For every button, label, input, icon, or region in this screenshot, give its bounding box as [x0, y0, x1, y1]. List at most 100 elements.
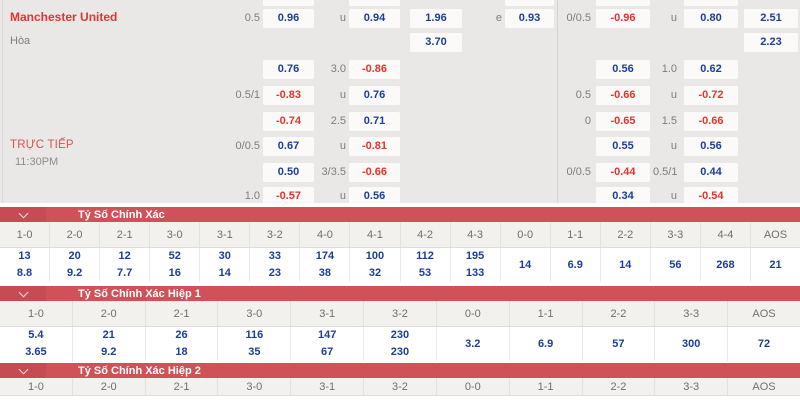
- odds-row: 3.70 2.23: [0, 33, 800, 52]
- line-label: 0: [584, 115, 591, 127]
- score-odds-cell[interactable]: 300: [654, 327, 727, 361]
- odds-box[interactable]: -0.81: [349, 137, 400, 156]
- section-title: Tỷ Số Chính Xác Hiệp 2: [78, 364, 201, 377]
- score-odds-cell[interactable]: 268: [699, 248, 750, 282]
- score-odds-cell[interactable]: 6.9: [549, 248, 600, 282]
- odds-box[interactable]: 0.56: [684, 137, 738, 156]
- score-odds-value: 14: [519, 259, 532, 271]
- score-odds-cell[interactable]: 21 9.2: [71, 327, 145, 361]
- score-odds-value: 147: [317, 329, 337, 341]
- odds-box[interactable]: -0.66: [684, 112, 738, 131]
- collapse-toggle[interactable]: [0, 207, 46, 222]
- score-odds-cell[interactable]: 56: [649, 248, 700, 282]
- odds-box[interactable]: 0.93: [505, 9, 554, 28]
- odds-row: 0/0.5 0.67 u -0.81 0.55 u 0.56: [0, 137, 800, 156]
- odds-box[interactable]: -0.72: [684, 86, 738, 105]
- line-label: 1.0: [661, 63, 677, 75]
- score-odds-row: 13 8.8 20 9.2 12 7.7 52 16 30 14 33 23 174 38 100 32 112…: [0, 248, 800, 282]
- score-column-header: 4-2: [399, 222, 450, 247]
- score-odds-value: 268: [716, 259, 735, 271]
- odds-box[interactable]: -0.74: [263, 112, 314, 131]
- line-label: u: [339, 190, 346, 202]
- odds-box[interactable]: -0.86: [349, 60, 400, 79]
- score-odds-value: 133: [465, 267, 485, 279]
- odds-box[interactable]: -0.83: [263, 86, 314, 105]
- score-odds-cell[interactable]: 52 16: [149, 248, 199, 282]
- score-odds-cell[interactable]: 195 133: [449, 248, 500, 282]
- score-column-header: 3-1: [290, 301, 363, 326]
- score-column-header: 2-2: [581, 301, 655, 326]
- score-odds-cell[interactable]: 174 38: [299, 248, 349, 282]
- odds-box[interactable]: -0.54: [684, 187, 738, 206]
- line-label: u: [670, 140, 677, 152]
- score-odds-value: 12: [118, 250, 131, 262]
- score-column-header: AOS: [749, 222, 800, 247]
- line-label: u: [670, 190, 677, 202]
- score-odds-value: 13: [18, 250, 31, 262]
- score-column-header: 2-1: [144, 378, 218, 395]
- score-odds-cell[interactable]: 116 35: [217, 327, 290, 361]
- odds-box[interactable]: -0.66: [349, 163, 400, 182]
- score-column-header: 3-1: [199, 222, 249, 247]
- kickoff-time: 11:30PM: [15, 156, 59, 168]
- score-odds-cell[interactable]: 6.9: [508, 327, 582, 361]
- collapse-toggle[interactable]: [0, 286, 46, 301]
- odds-box[interactable]: 2.23: [744, 33, 798, 52]
- section-header-bar[interactable]: Tỷ Số Chính Xác Hiệp 1: [0, 286, 800, 301]
- score-odds-cell[interactable]: 5.4 3.65: [0, 327, 72, 361]
- score-odds-cell[interactable]: 12 7.7: [99, 248, 149, 282]
- odds-box[interactable]: 0.80: [684, 9, 738, 28]
- odds-row: 1.0 -0.57 u 0.56 0.34 u -0.54: [0, 187, 800, 206]
- score-odds-cell[interactable]: 112 53: [399, 248, 450, 282]
- score-odds-cell[interactable]: 13 8.8: [0, 248, 49, 282]
- odds-box[interactable]: 3.70: [410, 33, 462, 52]
- score-odds-cell[interactable]: 21: [749, 248, 800, 282]
- odds-box[interactable]: -0.66: [596, 86, 650, 105]
- score-odds-cell[interactable]: 230 230: [363, 327, 436, 361]
- score-odds-cell[interactable]: 30 14: [199, 248, 249, 282]
- line-label: 0/0.5: [235, 140, 260, 152]
- odds-box[interactable]: 0.55: [596, 137, 650, 156]
- score-odds-cell[interactable]: 72: [727, 327, 800, 361]
- odds-box[interactable]: 0.44: [684, 163, 738, 182]
- odds-box[interactable]: 0.50: [263, 163, 314, 182]
- odds-box[interactable]: 0.56: [596, 60, 650, 79]
- odds-box[interactable]: -0.57: [263, 187, 314, 206]
- odds-box[interactable]: 0.76: [349, 86, 400, 105]
- score-odds-cell[interactable]: 57: [581, 327, 655, 361]
- score-odds-cell[interactable]: 3.2: [435, 327, 509, 361]
- score-odds-cell[interactable]: 26 18: [144, 327, 218, 361]
- odds-box[interactable]: -0.44: [596, 163, 650, 182]
- odds-box[interactable]: -0.96: [596, 9, 650, 28]
- score-odds-cell[interactable]: 20 9.2: [49, 248, 99, 282]
- score-odds-cell[interactable]: 14: [599, 248, 650, 282]
- score-column-header: 2-2: [599, 222, 650, 247]
- odds-row: 0.5 0.96 u 0.94 1.96 e 0.93 0/0.5 -0.96 u 0.80 2.51: [0, 9, 800, 28]
- score-odds-cell[interactable]: 14: [499, 248, 550, 282]
- odds-box[interactable]: 0.56: [349, 187, 400, 206]
- cut-off-odds-box: [596, 0, 650, 6]
- score-odds-cell[interactable]: 100 32: [349, 248, 399, 282]
- odds-box[interactable]: 1.96: [410, 9, 462, 28]
- score-column-header: 3-0: [217, 301, 290, 326]
- score-column-header: AOS: [727, 301, 800, 326]
- score-odds-value: 8.8: [16, 267, 33, 279]
- score-odds-value: 230: [390, 329, 410, 341]
- odds-box[interactable]: 0.96: [263, 9, 314, 28]
- score-odds-cell[interactable]: 147 67: [290, 327, 363, 361]
- odds-row: -0.74 2.5 0.71 0 -0.65 1.5 -0.66: [0, 112, 800, 131]
- odds-box[interactable]: 0.71: [349, 112, 400, 131]
- collapse-toggle[interactable]: [0, 363, 46, 378]
- odds-box[interactable]: 0.67: [263, 137, 314, 156]
- odds-box[interactable]: 2.51: [744, 9, 798, 28]
- odds-box[interactable]: 0.76: [263, 60, 314, 79]
- odds-box[interactable]: -0.65: [596, 112, 650, 131]
- section-header-bar[interactable]: Tỷ Số Chính Xác Hiệp 2: [0, 363, 800, 378]
- section-header-bar[interactable]: Tỷ Số Chính Xác: [0, 207, 800, 222]
- odds-box[interactable]: 0.62: [684, 60, 738, 79]
- odds-box[interactable]: 0.34: [596, 187, 650, 206]
- score-header-row: 1-0 2-0 2-1 3-0 3-1 3-2 4-0 4-1 4-2 4-3 0-0 1-1 2-2 3…: [0, 222, 800, 248]
- score-odds-cell[interactable]: 33 23: [249, 248, 299, 282]
- odds-box[interactable]: 0.94: [349, 9, 400, 28]
